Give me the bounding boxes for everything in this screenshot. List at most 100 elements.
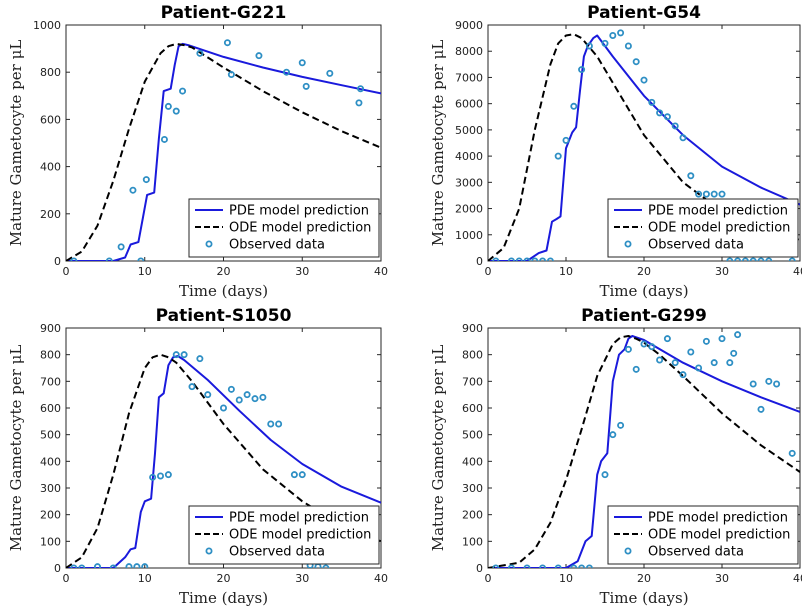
y-tick-label: 900 bbox=[40, 322, 61, 335]
data-point bbox=[765, 257, 773, 261]
chart-2: 0 10 20 30 40 0 1000 2000 3000 4000 5000 6000 7000 80… bbox=[429, 3, 802, 300]
y-tick-label: 500 bbox=[462, 429, 483, 442]
data-point bbox=[663, 335, 671, 343]
data-point bbox=[570, 564, 578, 568]
x-tick-label: 10 bbox=[138, 572, 152, 585]
y-tick-label: 500 bbox=[40, 429, 61, 442]
x-tick-label: 30 bbox=[295, 572, 309, 585]
data-point bbox=[259, 393, 267, 401]
x-tick-label: 30 bbox=[715, 572, 729, 585]
data-point bbox=[757, 257, 765, 261]
data-point bbox=[235, 396, 243, 404]
data-point bbox=[275, 420, 283, 428]
x-tick-label: 20 bbox=[217, 572, 231, 585]
x-tick-label: 30 bbox=[295, 265, 309, 278]
ode-model-line bbox=[488, 33, 800, 261]
data-point bbox=[223, 39, 231, 47]
data-point bbox=[523, 257, 531, 261]
y-tick-label: 100 bbox=[462, 535, 483, 548]
data-point bbox=[734, 257, 742, 261]
data-point bbox=[570, 102, 578, 110]
x-tick-label: 10 bbox=[559, 265, 573, 278]
x-tick-label: 10 bbox=[138, 265, 152, 278]
y-tick-label: 600 bbox=[462, 402, 483, 415]
data-point bbox=[656, 109, 664, 117]
data-point bbox=[141, 563, 149, 568]
x-tick-label: 20 bbox=[217, 265, 231, 278]
data-point bbox=[601, 39, 609, 47]
data-point bbox=[298, 471, 306, 479]
x-tick-label: 20 bbox=[637, 572, 651, 585]
ode-model-line bbox=[66, 353, 381, 568]
pde-model-line bbox=[66, 42, 381, 261]
x-tick-label: 40 bbox=[793, 572, 802, 585]
x-tick-label: 0 bbox=[63, 572, 70, 585]
y-tick-label: 700 bbox=[40, 375, 61, 388]
data-point bbox=[730, 349, 738, 357]
data-point bbox=[322, 564, 330, 568]
legend-entry: ODE model prediction bbox=[648, 528, 790, 543]
data-point bbox=[663, 113, 671, 121]
data-point bbox=[172, 107, 180, 115]
x-tick-label: 40 bbox=[374, 265, 388, 278]
data-point bbox=[749, 380, 757, 388]
data-point bbox=[70, 564, 78, 568]
data-point bbox=[718, 335, 726, 343]
y-tick-label: 2000 bbox=[455, 203, 483, 216]
data-point bbox=[164, 471, 172, 479]
legend-marker bbox=[624, 547, 632, 555]
data-point bbox=[125, 563, 133, 568]
x-tick-label: 10 bbox=[559, 572, 573, 585]
data-point bbox=[492, 257, 500, 261]
data-point bbox=[757, 405, 765, 413]
x-tick-label: 0 bbox=[485, 265, 492, 278]
y-tick-label: 9000 bbox=[455, 19, 483, 32]
y-axis-label: Mature Gametocyte per μL bbox=[7, 40, 25, 247]
data-point bbox=[492, 564, 500, 568]
data-point bbox=[554, 564, 562, 568]
data-point bbox=[133, 563, 141, 568]
data-point bbox=[507, 564, 515, 568]
legend-entry: PDE model prediction bbox=[648, 511, 788, 526]
legend: PDE model prediction ODE model prediction… bbox=[188, 198, 380, 258]
data-point bbox=[94, 563, 101, 568]
data-point bbox=[656, 356, 664, 364]
x-tick-label: 40 bbox=[793, 265, 802, 278]
data-point bbox=[765, 377, 773, 385]
y-axis-label: Mature Gametocyte per μL bbox=[429, 345, 447, 552]
y-tick-label: 600 bbox=[40, 402, 61, 415]
data-point bbox=[156, 472, 164, 480]
y-tick-label: 0 bbox=[476, 255, 483, 268]
data-point bbox=[255, 52, 263, 60]
data-point bbox=[109, 564, 117, 568]
y-tick-label: 200 bbox=[40, 509, 61, 522]
legend-entry: Observed data bbox=[648, 238, 744, 253]
data-point bbox=[554, 152, 562, 160]
data-point bbox=[562, 136, 570, 144]
pde-model-line bbox=[488, 34, 800, 261]
data-point bbox=[632, 58, 640, 66]
series-group bbox=[488, 331, 800, 568]
data-point bbox=[640, 76, 648, 84]
data-point bbox=[585, 564, 593, 568]
x-axis-label: Time (days) bbox=[599, 589, 688, 607]
data-point bbox=[617, 421, 625, 429]
data-point bbox=[357, 85, 365, 93]
ode-model-line bbox=[66, 42, 381, 261]
data-point bbox=[741, 257, 749, 261]
legend-marker bbox=[624, 240, 632, 248]
data-point bbox=[164, 102, 172, 110]
y-tick-label: 0 bbox=[54, 562, 61, 575]
y-tick-label: 800 bbox=[462, 349, 483, 362]
data-point bbox=[695, 190, 703, 198]
data-point bbox=[227, 385, 235, 393]
data-point bbox=[117, 243, 125, 251]
y-tick-label: 200 bbox=[40, 208, 61, 221]
y-tick-label: 300 bbox=[40, 482, 61, 495]
legend-entry: Observed data bbox=[648, 545, 744, 560]
legend-marker bbox=[205, 547, 213, 555]
data-point bbox=[695, 364, 703, 372]
data-point bbox=[609, 31, 617, 39]
legend: PDE model prediction ODE model prediction… bbox=[188, 505, 380, 565]
